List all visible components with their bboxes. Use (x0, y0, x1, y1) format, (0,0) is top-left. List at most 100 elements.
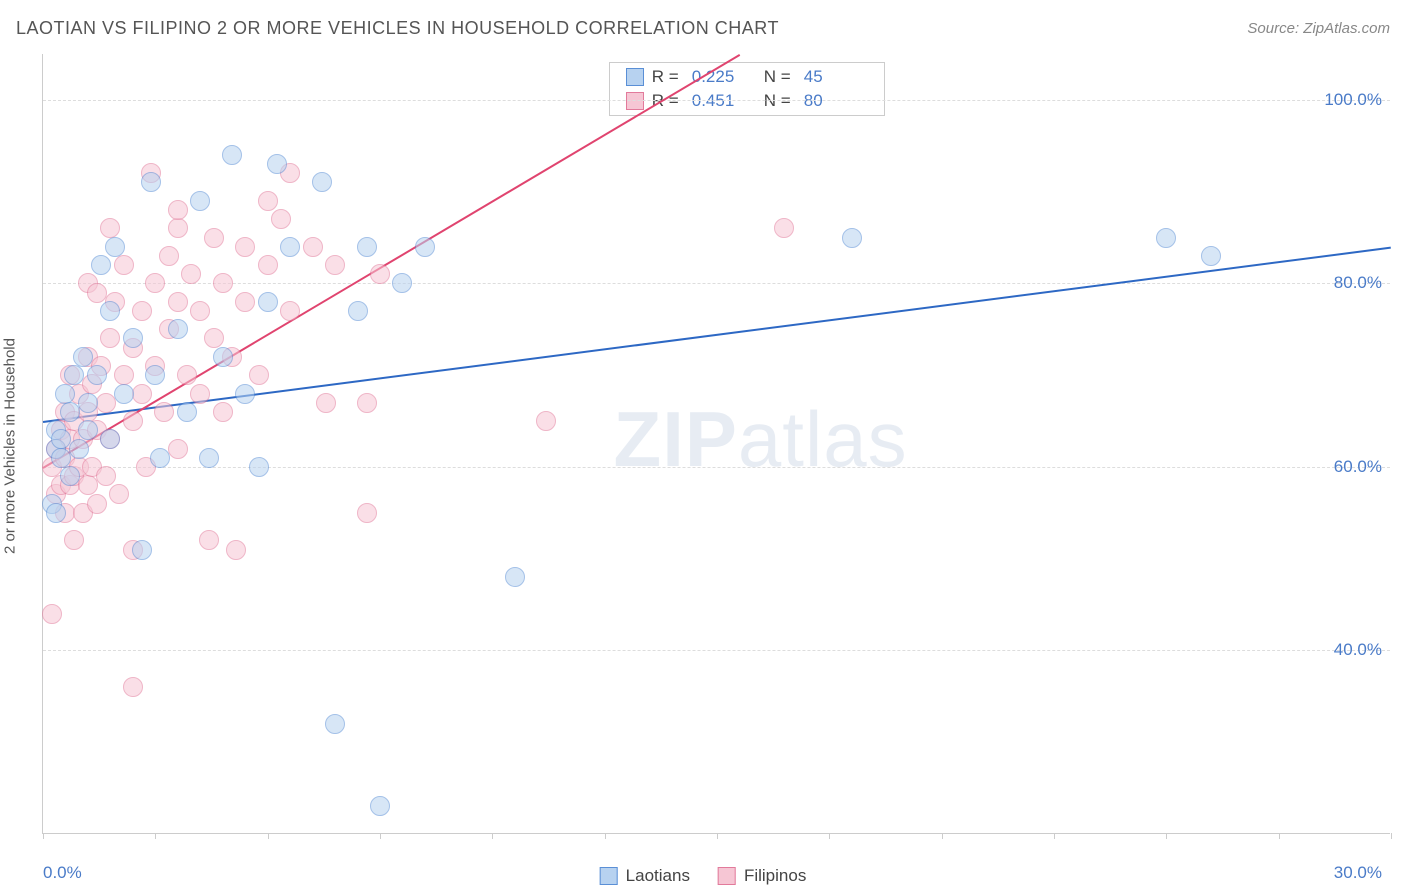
data-point (168, 200, 188, 220)
data-point (258, 255, 278, 275)
data-point (168, 439, 188, 459)
data-point (105, 237, 125, 257)
data-point (132, 301, 152, 321)
data-point (64, 365, 84, 385)
data-point (303, 237, 323, 257)
data-point (213, 347, 233, 367)
data-point (114, 255, 134, 275)
data-point (222, 145, 242, 165)
data-point (181, 264, 201, 284)
data-point (199, 448, 219, 468)
data-point (78, 420, 98, 440)
data-point (145, 273, 165, 293)
data-point (141, 172, 161, 192)
y-axis-label: 2 or more Vehicles in Household (2, 338, 19, 554)
x-tick-label: 30.0% (1334, 863, 1382, 883)
data-point (190, 384, 210, 404)
data-point (249, 365, 269, 385)
legend-swatch-icon (718, 867, 736, 885)
data-point (1156, 228, 1176, 248)
scatter-plot: ZIPatlas R =0.225 N =45 R =0.451 N =80 4… (42, 54, 1390, 834)
data-point (357, 237, 377, 257)
data-point (69, 439, 89, 459)
x-tick (942, 833, 943, 839)
data-point (55, 384, 75, 404)
x-tick (605, 833, 606, 839)
data-point (154, 402, 174, 422)
source-attribution: Source: ZipAtlas.com (1247, 20, 1390, 37)
data-point (235, 292, 255, 312)
data-point (258, 292, 278, 312)
data-point (235, 384, 255, 404)
x-tick (155, 833, 156, 839)
x-tick (1054, 833, 1055, 839)
data-point (168, 218, 188, 238)
data-point (249, 457, 269, 477)
data-point (177, 402, 197, 422)
data-point (123, 328, 143, 348)
data-point (505, 567, 525, 587)
gridline (43, 650, 1390, 651)
gridline (43, 467, 1390, 468)
data-point (842, 228, 862, 248)
data-point (1201, 246, 1221, 266)
data-point (204, 328, 224, 348)
data-point (168, 292, 188, 312)
data-point (312, 172, 332, 192)
data-point (280, 237, 300, 257)
x-tick (1279, 833, 1280, 839)
data-point (100, 301, 120, 321)
data-point (123, 411, 143, 431)
data-point (159, 246, 179, 266)
y-tick-label: 60.0% (1334, 457, 1382, 477)
data-point (370, 264, 390, 284)
data-point (114, 384, 134, 404)
y-tick-label: 40.0% (1334, 640, 1382, 660)
data-point (123, 677, 143, 697)
data-point (204, 228, 224, 248)
trend-line (42, 54, 739, 469)
data-point (132, 384, 152, 404)
x-tick (268, 833, 269, 839)
data-point (73, 347, 93, 367)
data-point (42, 604, 62, 624)
x-tick (492, 833, 493, 839)
data-point (370, 796, 390, 816)
data-point (190, 191, 210, 211)
data-point (774, 218, 794, 238)
data-point (91, 255, 111, 275)
watermark: ZIPatlas (614, 393, 908, 484)
data-point (235, 237, 255, 257)
chart-header: LAOTIAN VS FILIPINO 2 OR MORE VEHICLES I… (16, 18, 1390, 39)
data-point (213, 273, 233, 293)
series-legend: Laotians Filipinos (600, 866, 807, 886)
data-point (415, 237, 435, 257)
gridline (43, 283, 1390, 284)
data-point (87, 283, 107, 303)
y-tick-label: 100.0% (1324, 90, 1382, 110)
data-point (280, 301, 300, 321)
data-point (87, 494, 107, 514)
data-point (325, 255, 345, 275)
data-point (96, 466, 116, 486)
data-point (100, 328, 120, 348)
y-tick-label: 80.0% (1334, 273, 1382, 293)
data-point (348, 301, 368, 321)
data-point (536, 411, 556, 431)
x-tick (380, 833, 381, 839)
data-point (100, 429, 120, 449)
data-point (132, 540, 152, 560)
legend-row-laotians: R =0.225 N =45 (610, 65, 884, 89)
legend-item-filipinos: Filipinos (718, 866, 806, 886)
x-tick (1166, 833, 1167, 839)
x-tick (717, 833, 718, 839)
data-point (226, 540, 246, 560)
x-tick (829, 833, 830, 839)
data-point (213, 402, 233, 422)
data-point (51, 429, 71, 449)
x-tick (1391, 833, 1392, 839)
data-point (78, 393, 98, 413)
data-point (60, 402, 80, 422)
data-point (46, 503, 66, 523)
data-point (267, 154, 287, 174)
